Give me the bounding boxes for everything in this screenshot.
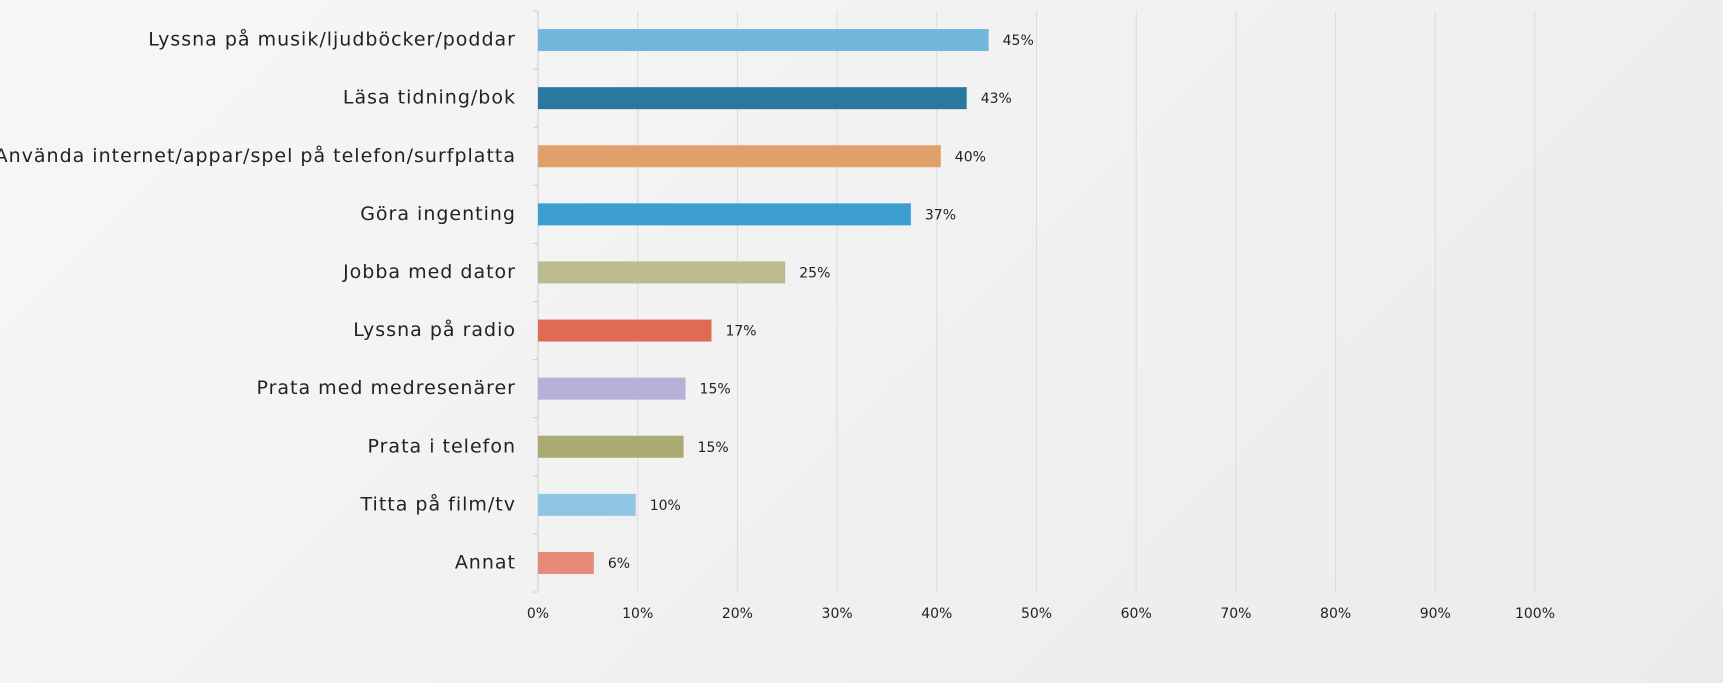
- value-label: 40%: [955, 149, 986, 165]
- bar: [538, 493, 636, 516]
- x-tick-label: 40%: [921, 606, 952, 622]
- value-label: 10%: [650, 498, 681, 514]
- x-tick-label: 90%: [1420, 606, 1451, 622]
- x-tick-label: 50%: [1021, 606, 1052, 622]
- value-label: 6%: [608, 556, 630, 572]
- x-tick-label: 30%: [822, 606, 853, 622]
- value-label: 45%: [1003, 33, 1034, 49]
- x-tick-label: 70%: [1220, 606, 1251, 622]
- bar: [538, 203, 911, 226]
- category-label: Lyssna på musik/ljudböcker/poddar: [148, 28, 516, 51]
- value-label: 15%: [698, 440, 729, 456]
- category-label: Titta på film/tv: [360, 492, 516, 515]
- value-label: 43%: [981, 91, 1012, 107]
- category-label: Använda internet/appar/spel på telefon/s…: [0, 144, 516, 167]
- category-label: Göra ingenting: [360, 203, 516, 225]
- bar: [538, 29, 989, 52]
- value-label: 25%: [799, 265, 830, 281]
- bar: [538, 87, 967, 110]
- bar: [538, 261, 786, 284]
- x-tick-label: 20%: [722, 606, 753, 622]
- bar: [538, 145, 941, 168]
- value-label: 15%: [700, 382, 731, 398]
- x-tick-label: 100%: [1515, 606, 1555, 622]
- x-tick-label: 60%: [1121, 606, 1152, 622]
- value-label: 37%: [925, 207, 956, 223]
- bar: [538, 377, 686, 400]
- bar: [538, 319, 712, 342]
- x-tick-label: 80%: [1320, 606, 1351, 622]
- category-label: Prata i telefon: [368, 435, 517, 457]
- bar: [538, 435, 684, 458]
- x-tick-label: 0%: [527, 606, 549, 622]
- value-label: 17%: [725, 324, 756, 340]
- category-label: Annat: [455, 551, 516, 573]
- bar: [538, 551, 594, 574]
- category-label: Läsa tidning/bok: [343, 87, 516, 109]
- category-label: Prata med medresenärer: [256, 377, 516, 399]
- category-label: Lyssna på radio: [353, 318, 516, 341]
- category-label: Jobba med dator: [342, 261, 516, 283]
- x-tick-label: 10%: [622, 606, 653, 622]
